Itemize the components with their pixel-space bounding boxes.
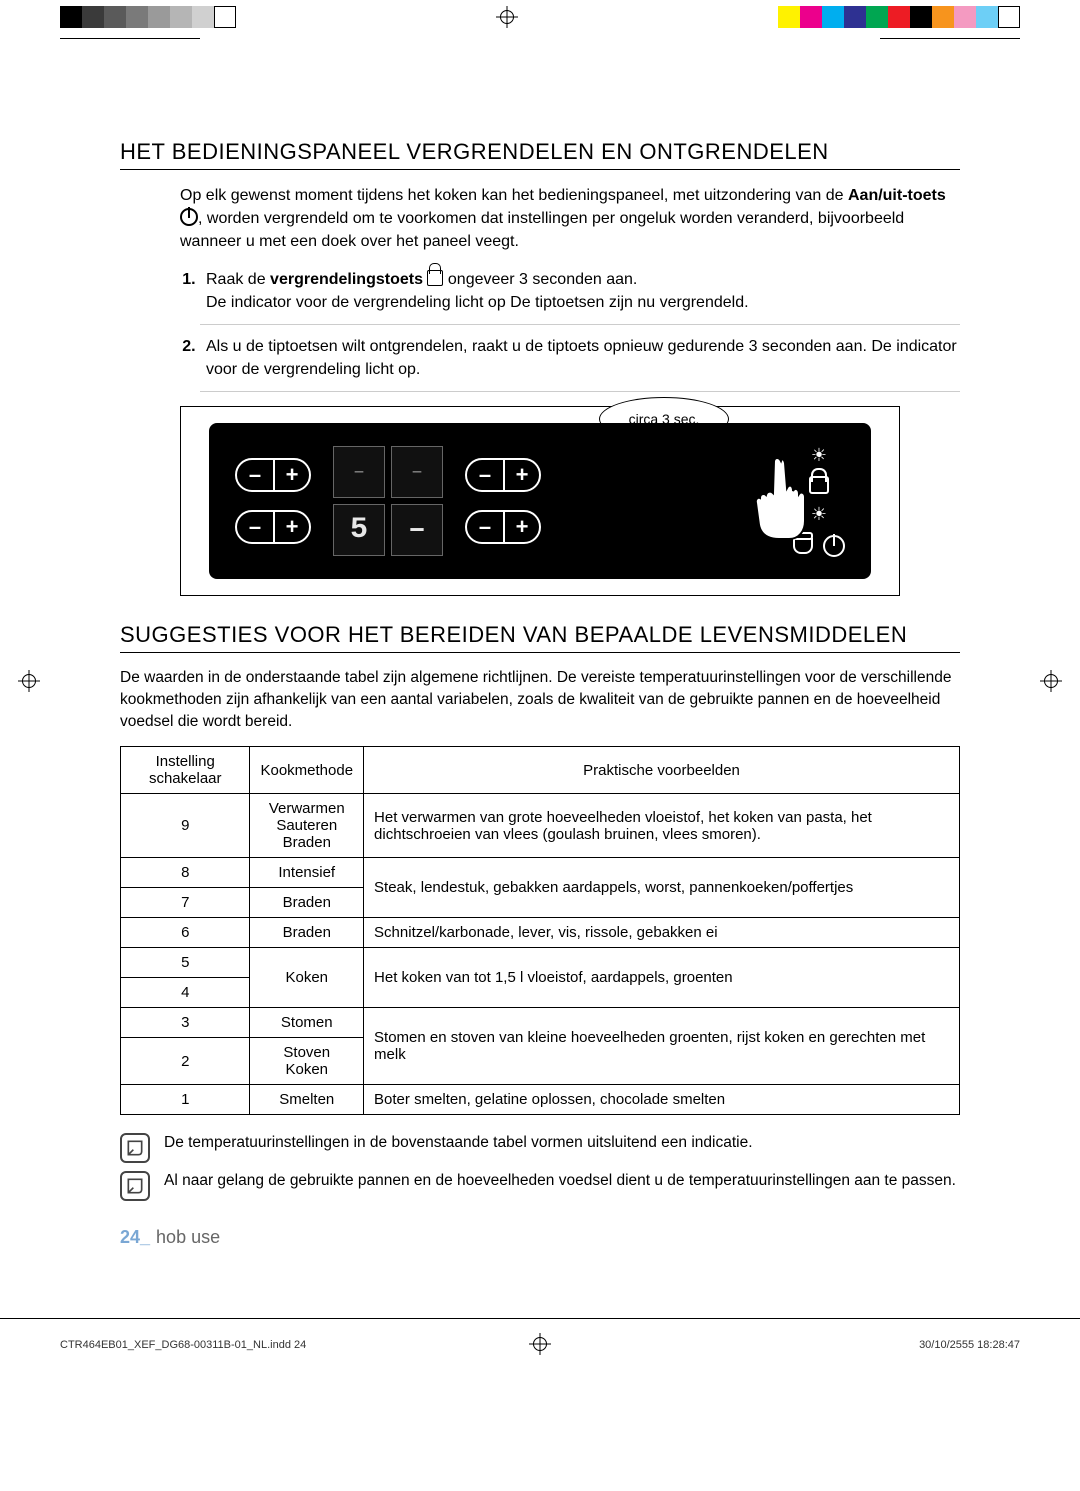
note-icon bbox=[120, 1133, 150, 1163]
minus-plus-pair: –+ bbox=[465, 510, 541, 544]
intro-text-b: , worden vergrendeld om te voorkomen dat… bbox=[180, 210, 904, 250]
registration-cross-icon bbox=[1040, 670, 1062, 692]
step1-b: ongeveer 3 seconden aan. bbox=[448, 271, 637, 288]
intro-text-a: Op elk gewenst moment tijdens het koken … bbox=[180, 187, 848, 204]
step1-c: De indicator voor de vergrendeling licht… bbox=[206, 294, 749, 311]
heat-icon: ☀ bbox=[811, 445, 827, 466]
heat-icon: ☀ bbox=[811, 504, 827, 525]
registration-cross-icon bbox=[529, 1333, 551, 1355]
minus-plus-pair: –+ bbox=[465, 458, 541, 492]
intro-paragraph: Op elk gewenst moment tijdens het koken … bbox=[180, 184, 960, 254]
step1-bold: vergrendelingstoets bbox=[270, 271, 423, 288]
th-method: Kookmethode bbox=[250, 747, 364, 794]
step1-a: Raak de bbox=[206, 271, 270, 288]
step-2: Als u de tiptoetsen wilt ontgrendelen, r… bbox=[200, 335, 960, 392]
step-1: Raak de vergrendelingstoets ongeveer 3 s… bbox=[200, 268, 960, 325]
print-metadata-footer: CTR464EB01_XEF_DG68-00311B-01_NL.indd 24… bbox=[0, 1318, 1080, 1361]
color-swatches bbox=[778, 6, 1020, 28]
note-1-text: De temperatuurinstellingen in de bovenst… bbox=[164, 1133, 753, 1154]
hob-control-panel: –+ –+ – – 5 – –+ –+ ☀ ☀ bbox=[209, 423, 871, 579]
lock-icon bbox=[427, 270, 443, 286]
page-footer: 24_ hob use bbox=[120, 1227, 960, 1248]
heading-lock-panel: HET BEDIENINGSPANEEL VERGRENDELEN EN ONT… bbox=[120, 139, 960, 170]
print-filename: CTR464EB01_XEF_DG68-00311B-01_NL.indd 24 bbox=[60, 1339, 306, 1351]
note-2: Al naar gelang de gebruikte pannen en de… bbox=[120, 1171, 960, 1201]
grayscale-swatches bbox=[60, 6, 236, 28]
power-icon bbox=[823, 535, 845, 557]
registration-marks-top bbox=[0, 0, 1080, 39]
note-icon bbox=[120, 1171, 150, 1201]
note-2-text: Al naar gelang de gebruikte pannen en de… bbox=[164, 1171, 956, 1192]
page-number: 24_ bbox=[120, 1227, 150, 1248]
page-content: HET BEDIENINGSPANEEL VERGRENDELEN EN ONT… bbox=[0, 39, 1080, 1288]
minus-plus-pair: –+ bbox=[235, 510, 311, 544]
note-1: De temperatuurinstellingen in de bovenst… bbox=[120, 1133, 960, 1163]
hand-pointing-icon bbox=[751, 453, 811, 543]
minus-plus-pair: –+ bbox=[235, 458, 311, 492]
steps-list: Raak de vergrendelingstoets ongeveer 3 s… bbox=[180, 268, 960, 393]
registration-cross-icon bbox=[18, 670, 40, 692]
display-cell: – bbox=[391, 446, 443, 498]
display-cell: – bbox=[333, 446, 385, 498]
display-grid: – – 5 – bbox=[333, 446, 443, 556]
control-panel-figure: circa 3 sec. –+ –+ – – 5 – –+ –+ ☀ ☀ bbox=[180, 406, 900, 596]
heading-suggestions: SUGGESTIES VOOR HET BEREIDEN VAN BEPAALD… bbox=[120, 622, 960, 653]
page-section-label: hob use bbox=[156, 1227, 220, 1248]
registration-cross-icon bbox=[496, 6, 518, 28]
lock-icon bbox=[809, 476, 829, 494]
cooking-table: Instelling schakelaar Kookmethode Prakti… bbox=[120, 746, 960, 1115]
intro-bold: Aan/uit-toets bbox=[848, 187, 946, 204]
power-icon bbox=[180, 208, 198, 226]
suggestions-intro: De waarden in de onderstaande tabel zijn… bbox=[120, 667, 960, 732]
th-setting: Instelling schakelaar bbox=[121, 747, 250, 794]
print-datetime: 30/10/2555 18:28:47 bbox=[919, 1339, 1020, 1351]
display-cell-active: 5 bbox=[333, 504, 385, 556]
th-example: Praktische voorbeelden bbox=[364, 747, 960, 794]
display-cell-active: – bbox=[391, 504, 443, 556]
